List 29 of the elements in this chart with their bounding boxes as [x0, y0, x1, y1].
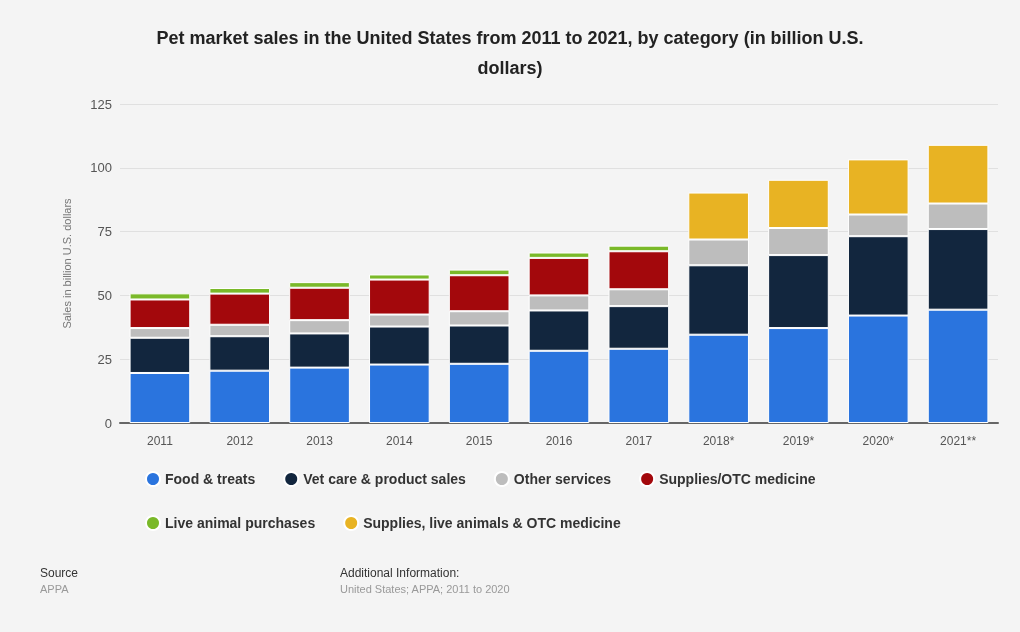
legend-label: Supplies/OTC medicine [659, 471, 816, 487]
x-tick-label: 2016 [545, 434, 573, 448]
x-tick-label: 2013 [306, 434, 334, 448]
legend-label: Live animal purchases [165, 515, 316, 531]
x-tick-label: 2012 [226, 434, 254, 448]
legend-label: Other services [513, 471, 612, 487]
x-tick-label: 2011 [147, 434, 174, 448]
text: Source [40, 566, 79, 580]
y-tick-label: 0 [104, 415, 112, 431]
x-tick-label: 2017 [625, 434, 653, 448]
chart-title: Pet market sales in the United States from 2011 to 2021, by category (in billion U.S. dollars) [156, 28, 864, 78]
y-tick-label: 75 [97, 224, 112, 240]
text: Additional Information: [340, 566, 460, 580]
x-tick-label: 2014 [386, 434, 414, 448]
x-tick-label: 2015 [465, 434, 493, 448]
y-tick-label: 25 [97, 351, 112, 367]
legend-label: Supplies, live animals & OTC medicine [363, 515, 621, 531]
y-tick-label: 125 [90, 96, 112, 112]
y-axis-title: Sales in billion U.S. dollars [60, 197, 73, 329]
legend-label: Food & treats [165, 471, 256, 487]
text: United States; APPA; 2011 to 2020 [340, 582, 510, 595]
x-tick-label: 2019* [782, 434, 815, 448]
x-tick-label: 2018* [702, 434, 735, 448]
legend-label: Vet care & product sales [303, 471, 467, 487]
x-tick-label: 2020* [862, 434, 895, 448]
text: APPA [40, 582, 70, 595]
y-tick-label: 50 [97, 287, 112, 303]
y-tick-label: 100 [90, 160, 112, 176]
x-tick-label: 2021** [940, 434, 977, 448]
